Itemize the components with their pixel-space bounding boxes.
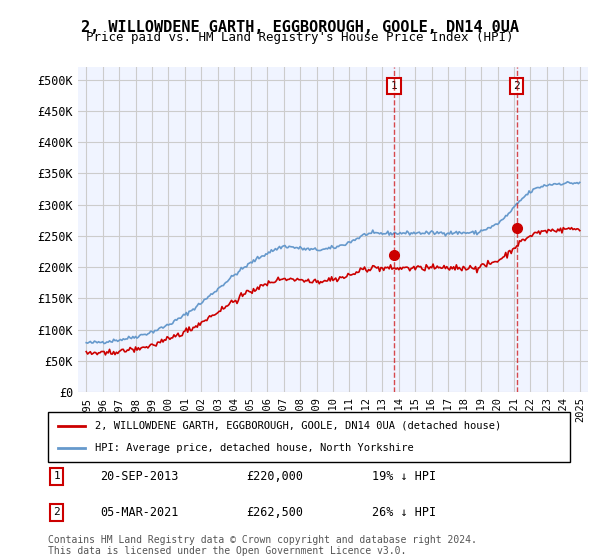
Text: 1: 1 — [391, 81, 398, 91]
Text: 2: 2 — [514, 81, 520, 91]
Text: 20-SEP-2013: 20-SEP-2013 — [100, 470, 179, 483]
Text: £262,500: £262,500 — [247, 506, 304, 519]
Text: HPI: Average price, detached house, North Yorkshire: HPI: Average price, detached house, Nort… — [95, 443, 414, 453]
Text: £220,000: £220,000 — [247, 470, 304, 483]
Text: 19% ↓ HPI: 19% ↓ HPI — [371, 470, 436, 483]
Text: 2, WILLOWDENE GARTH, EGGBOROUGH, GOOLE, DN14 0UA (detached house): 2, WILLOWDENE GARTH, EGGBOROUGH, GOOLE, … — [95, 421, 501, 431]
Text: 05-MAR-2021: 05-MAR-2021 — [100, 506, 179, 519]
Text: 2: 2 — [53, 507, 60, 517]
Text: Price paid vs. HM Land Registry's House Price Index (HPI): Price paid vs. HM Land Registry's House … — [86, 31, 514, 44]
Text: 2, WILLOWDENE GARTH, EGGBOROUGH, GOOLE, DN14 0UA: 2, WILLOWDENE GARTH, EGGBOROUGH, GOOLE, … — [81, 20, 519, 35]
Text: Contains HM Land Registry data © Crown copyright and database right 2024.
This d: Contains HM Land Registry data © Crown c… — [48, 535, 477, 557]
FancyBboxPatch shape — [48, 412, 570, 462]
Text: 1: 1 — [53, 471, 60, 481]
Text: 26% ↓ HPI: 26% ↓ HPI — [371, 506, 436, 519]
